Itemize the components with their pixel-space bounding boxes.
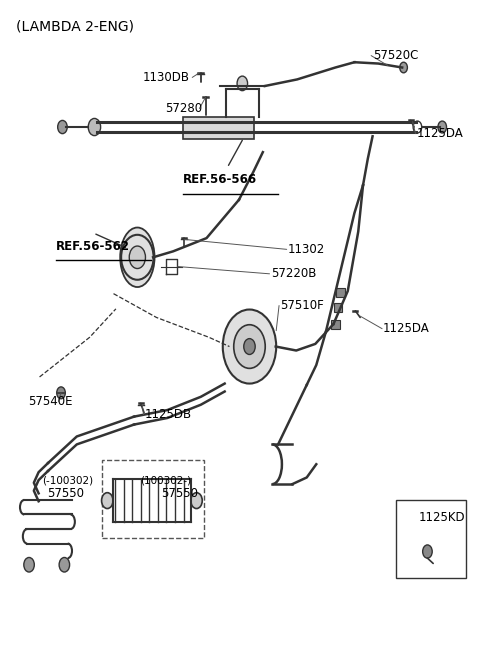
Bar: [102, 460, 204, 539]
Text: 57280: 57280: [165, 102, 202, 115]
Text: (-100302): (-100302): [42, 476, 93, 486]
Bar: [336, 288, 345, 297]
Text: 11302: 11302: [288, 243, 325, 256]
Text: (LAMBDA 2-ENG): (LAMBDA 2-ENG): [16, 19, 134, 33]
Circle shape: [438, 121, 446, 133]
Circle shape: [237, 76, 248, 91]
Circle shape: [234, 325, 265, 369]
Circle shape: [59, 558, 70, 572]
Text: 57540E: 57540E: [28, 395, 72, 408]
Circle shape: [244, 339, 255, 355]
Text: 57510F: 57510F: [280, 299, 324, 312]
Text: 1125DA: 1125DA: [383, 322, 430, 335]
Circle shape: [129, 246, 145, 268]
Circle shape: [191, 493, 202, 509]
Text: 57550: 57550: [47, 487, 84, 501]
Text: 1125KD: 1125KD: [419, 511, 466, 524]
Text: 1125DB: 1125DB: [144, 408, 192, 421]
Circle shape: [57, 387, 65, 399]
Text: 1125DA: 1125DA: [417, 127, 463, 140]
Text: 57220B: 57220B: [271, 268, 316, 280]
Text: 57520C: 57520C: [373, 49, 419, 62]
Circle shape: [423, 545, 432, 558]
Bar: [396, 500, 466, 578]
Circle shape: [24, 558, 34, 572]
Bar: [331, 320, 340, 329]
Text: REF.56-566: REF.56-566: [183, 173, 257, 187]
Circle shape: [58, 120, 67, 133]
Text: 57550: 57550: [161, 487, 198, 501]
Ellipse shape: [120, 228, 155, 287]
Circle shape: [102, 493, 113, 509]
Text: REF.56-562: REF.56-562: [56, 240, 130, 252]
Circle shape: [88, 118, 101, 135]
Text: (100302-): (100302-): [140, 476, 191, 486]
Bar: [334, 303, 342, 311]
Bar: [183, 117, 254, 139]
Text: 1130DB: 1130DB: [143, 71, 190, 84]
Circle shape: [400, 62, 408, 73]
Circle shape: [223, 309, 276, 384]
